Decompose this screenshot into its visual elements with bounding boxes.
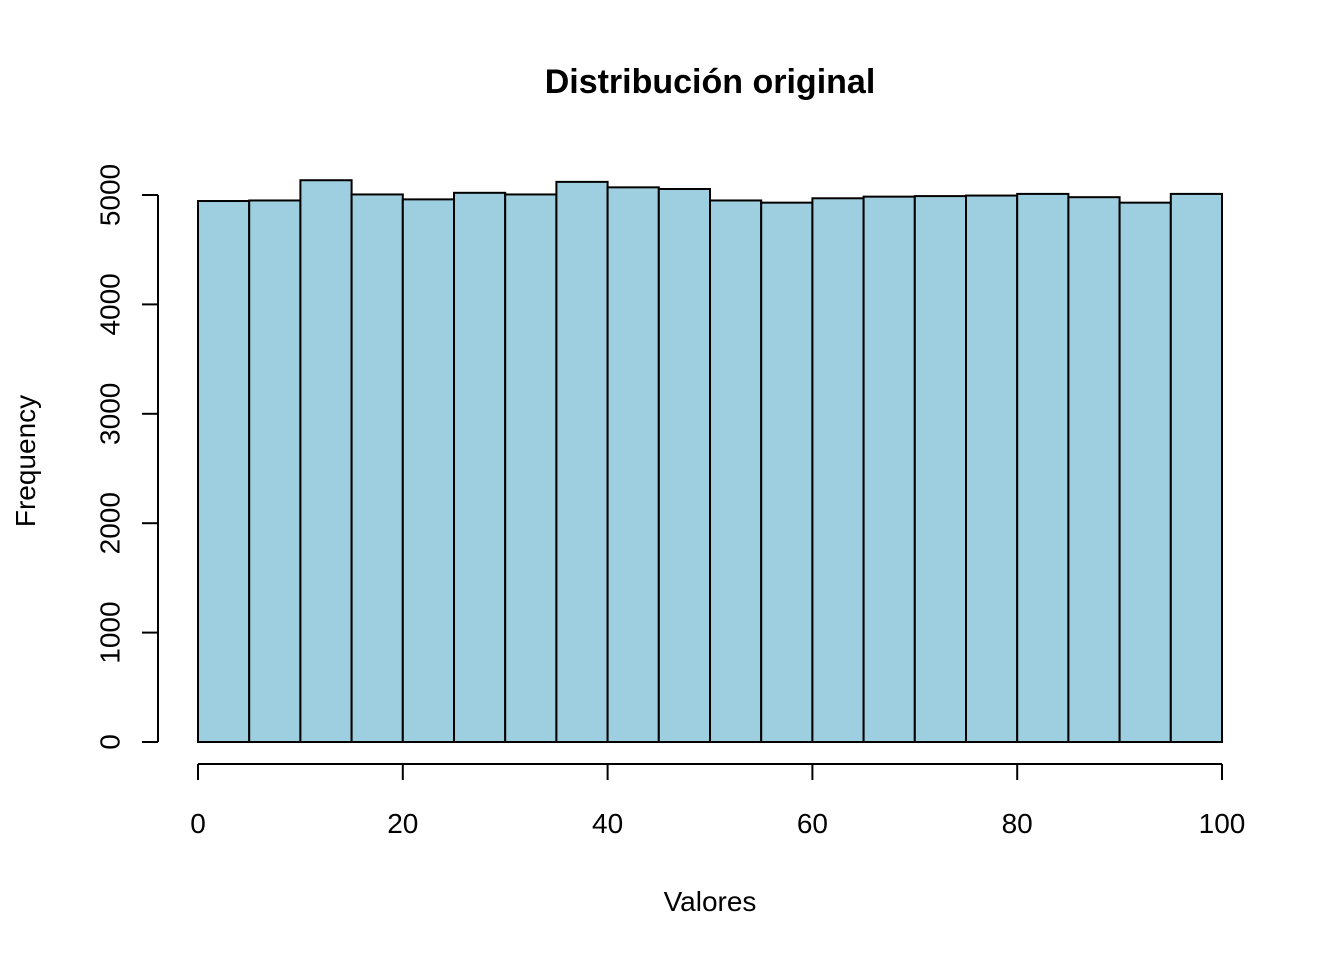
x-tick-label: 40 xyxy=(592,808,623,839)
histogram-bar xyxy=(913,195,967,743)
x-tick-label: 20 xyxy=(387,808,418,839)
x-tick-label: 60 xyxy=(797,808,828,839)
histogram-bar xyxy=(197,200,251,743)
histogram-bar xyxy=(965,194,1019,743)
y-axis-label: Frequency xyxy=(10,395,41,527)
histogram-bar xyxy=(811,197,865,744)
histogram-bar xyxy=(862,195,916,744)
histogram-bar xyxy=(709,199,763,744)
y-tick-label: 5000 xyxy=(95,164,126,226)
histogram-bar xyxy=(504,193,558,743)
x-tick-label: 0 xyxy=(190,808,206,839)
histogram-bar xyxy=(555,180,609,743)
histogram-bar xyxy=(453,191,507,743)
y-tick-label: 0 xyxy=(95,734,126,750)
y-tick-label: 2000 xyxy=(95,492,126,554)
histogram-bar xyxy=(248,199,302,744)
histogram-bar xyxy=(657,187,711,744)
histogram-bar xyxy=(760,201,814,743)
x-axis-label: Valores xyxy=(664,886,757,917)
histogram-bar xyxy=(1169,192,1224,743)
histogram-bar xyxy=(606,186,660,744)
y-tick-label: 4000 xyxy=(95,273,126,335)
y-axis: 0 1000 2000 3000 4000 5000 xyxy=(95,164,159,750)
histogram-bar xyxy=(1118,201,1172,743)
histogram-bar xyxy=(401,198,455,744)
x-tick-label: 80 xyxy=(1002,808,1033,839)
histogram-bar xyxy=(1067,196,1121,744)
histogram-bar xyxy=(1016,192,1070,743)
histogram-bar xyxy=(299,179,353,743)
x-axis: 0 20 40 60 80 100 xyxy=(190,763,1246,839)
bars-group xyxy=(197,179,1224,744)
chart-title: Distribución original xyxy=(545,63,876,101)
histogram-bar xyxy=(350,193,404,743)
y-tick-label: 3000 xyxy=(95,383,126,445)
y-tick-label: 1000 xyxy=(95,601,126,663)
x-tick-label: 100 xyxy=(1199,808,1246,839)
